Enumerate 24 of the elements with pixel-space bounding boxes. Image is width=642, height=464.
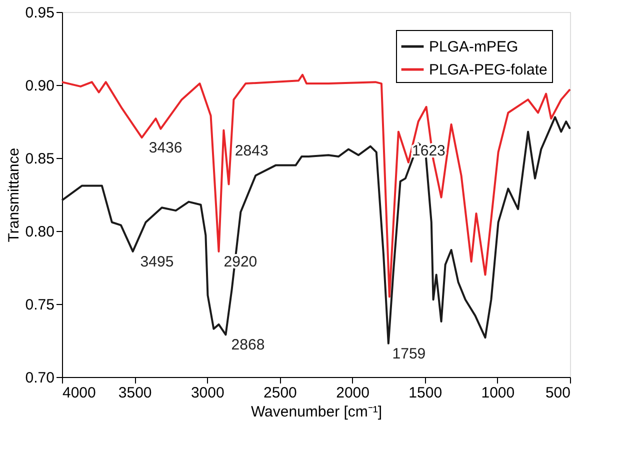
x-tick-label: 4000 — [62, 384, 96, 402]
line-series — [61, 74, 571, 298]
x-tick-label: 2500 — [264, 384, 297, 402]
y-tick-label: 0.80 — [25, 224, 54, 240]
y-tick-label: 0.75 — [25, 296, 54, 314]
y-axis-title: Transmittance — [5, 148, 22, 242]
x-tick-label: 500 — [545, 384, 570, 402]
legend-label: PLGA-mPEG — [429, 38, 518, 56]
annotation: 1759 — [392, 345, 426, 362]
annotation: 3436 — [148, 140, 182, 157]
legend-label: PLGA-PEG-folate — [429, 62, 548, 78]
annotation: 3495 — [140, 253, 174, 270]
y-tick-label: 0.70 — [25, 370, 54, 386]
y-tick-label: 0.95 — [25, 4, 54, 22]
x-tick-label: 3000 — [190, 384, 224, 402]
y-tick-label: 0.85 — [25, 150, 54, 168]
x-tick-label: 1000 — [481, 384, 515, 402]
y-tick-label: 0.90 — [25, 78, 54, 94]
x-tick-label: 1500 — [408, 384, 442, 402]
x-tick-label: 2000 — [336, 384, 370, 402]
x-tick-label: 3500 — [118, 384, 152, 402]
annotation: 2868 — [231, 336, 265, 354]
x-axis-title: Wavenumber [cm⁻¹] — [250, 404, 382, 420]
annotation: 2843 — [234, 142, 268, 160]
